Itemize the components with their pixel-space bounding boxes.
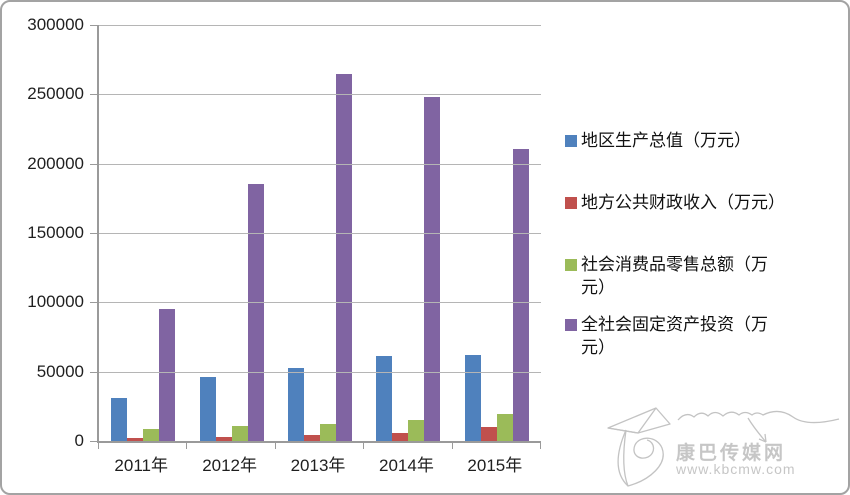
bar	[199, 377, 216, 441]
watermark-url: www.kbcmw.com	[676, 461, 796, 477]
bar	[424, 97, 441, 441]
legend-label: 全社会固定资产投资（万元）	[581, 315, 768, 357]
gridline-250000	[99, 94, 541, 95]
y-tick-mark	[90, 372, 97, 373]
watermark-logo-icon	[607, 407, 840, 487]
bar-groups	[99, 25, 541, 441]
bar	[304, 435, 321, 441]
bar	[143, 428, 160, 441]
bar	[512, 149, 529, 441]
bar	[408, 420, 425, 441]
bar-group-2011年	[99, 25, 187, 441]
y-tick-mark	[90, 25, 97, 26]
bar	[464, 355, 481, 441]
x-tick-mark	[363, 443, 365, 449]
y-tick-mark	[90, 164, 97, 165]
y-axis-tick-label: 150000	[27, 223, 84, 242]
bar-group-2013年	[276, 25, 364, 441]
gridline-300000	[99, 25, 541, 26]
bar	[288, 368, 305, 441]
watermark: 康巴传媒网 www.kbcmw.com	[598, 398, 848, 493]
bar	[247, 184, 264, 441]
y-tick-mark	[90, 441, 97, 442]
legend-label: 社会消费品零售总额（万元）	[581, 255, 768, 297]
plot-area	[90, 25, 541, 449]
legend-marker-icon	[565, 197, 577, 209]
x-axis-labels: 2011年 2012年 2013年 2014年 2015年	[97, 451, 539, 476]
y-tick-mark	[90, 94, 97, 95]
x-tick-mark	[540, 443, 541, 449]
x-tick-mark	[451, 443, 453, 449]
y-axis-tick-label: 50000	[36, 362, 84, 381]
legend: 地区生产总值（万元） 地方公共财政收入（万元） 社会消费品零售总额（万元） 全社会固定…	[565, 129, 845, 373]
y-axis-tick-label: 200000	[27, 154, 84, 173]
y-tick-mark	[90, 302, 97, 303]
bar	[215, 436, 232, 441]
y-axis-tick-label: 0	[74, 431, 84, 450]
bar	[159, 308, 176, 441]
gridline-100000	[99, 302, 541, 303]
gridline-50000	[99, 372, 541, 373]
legend-marker-icon	[565, 319, 577, 331]
x-axis-tick-label: 2014年	[379, 456, 434, 475]
legend-item: 地方公共财政收入（万元）	[565, 191, 845, 214]
legend-label: 地区生产总值（万元）	[581, 131, 751, 150]
x-tick-mark	[98, 443, 99, 449]
legend-marker-icon	[565, 259, 577, 271]
bar	[480, 427, 497, 441]
bar-group-2012年	[187, 25, 275, 441]
legend-label: 地方公共财政收入（万元）	[581, 193, 785, 212]
x-tick-mark	[186, 443, 188, 449]
y-tick-mark	[90, 233, 97, 234]
legend-item: 地区生产总值（万元）	[565, 129, 845, 152]
x-axis-tick-label: 2011年	[114, 456, 168, 475]
x-axis-tick-label: 2012年	[202, 456, 258, 475]
legend-item: 社会消费品零售总额（万元）	[565, 253, 845, 299]
x-axis-tick-label: 2013年	[290, 456, 346, 475]
y-axis-tick-label: 100000	[27, 292, 84, 311]
y-axis-tick-label: 300000	[27, 15, 84, 34]
bar	[320, 424, 337, 441]
x-tick-mark	[274, 443, 276, 449]
bar	[111, 398, 128, 441]
gridline-150000	[99, 233, 541, 234]
bar	[127, 438, 144, 441]
legend-marker-icon	[565, 135, 577, 147]
gridline-200000	[99, 164, 541, 165]
bar	[392, 432, 409, 441]
bar-group-2015年	[453, 25, 541, 441]
bar	[336, 73, 353, 441]
y-axis-tick-label: 250000	[27, 84, 84, 103]
bar	[496, 413, 513, 441]
bar	[376, 356, 393, 441]
bar	[231, 426, 248, 441]
x-axis-tick-label: 2015年	[467, 456, 523, 475]
legend-item: 全社会固定资产投资（万元）	[565, 313, 845, 359]
watermark-site-name: 康巴传媒网	[676, 443, 787, 464]
bar-group-2014年	[364, 25, 452, 441]
